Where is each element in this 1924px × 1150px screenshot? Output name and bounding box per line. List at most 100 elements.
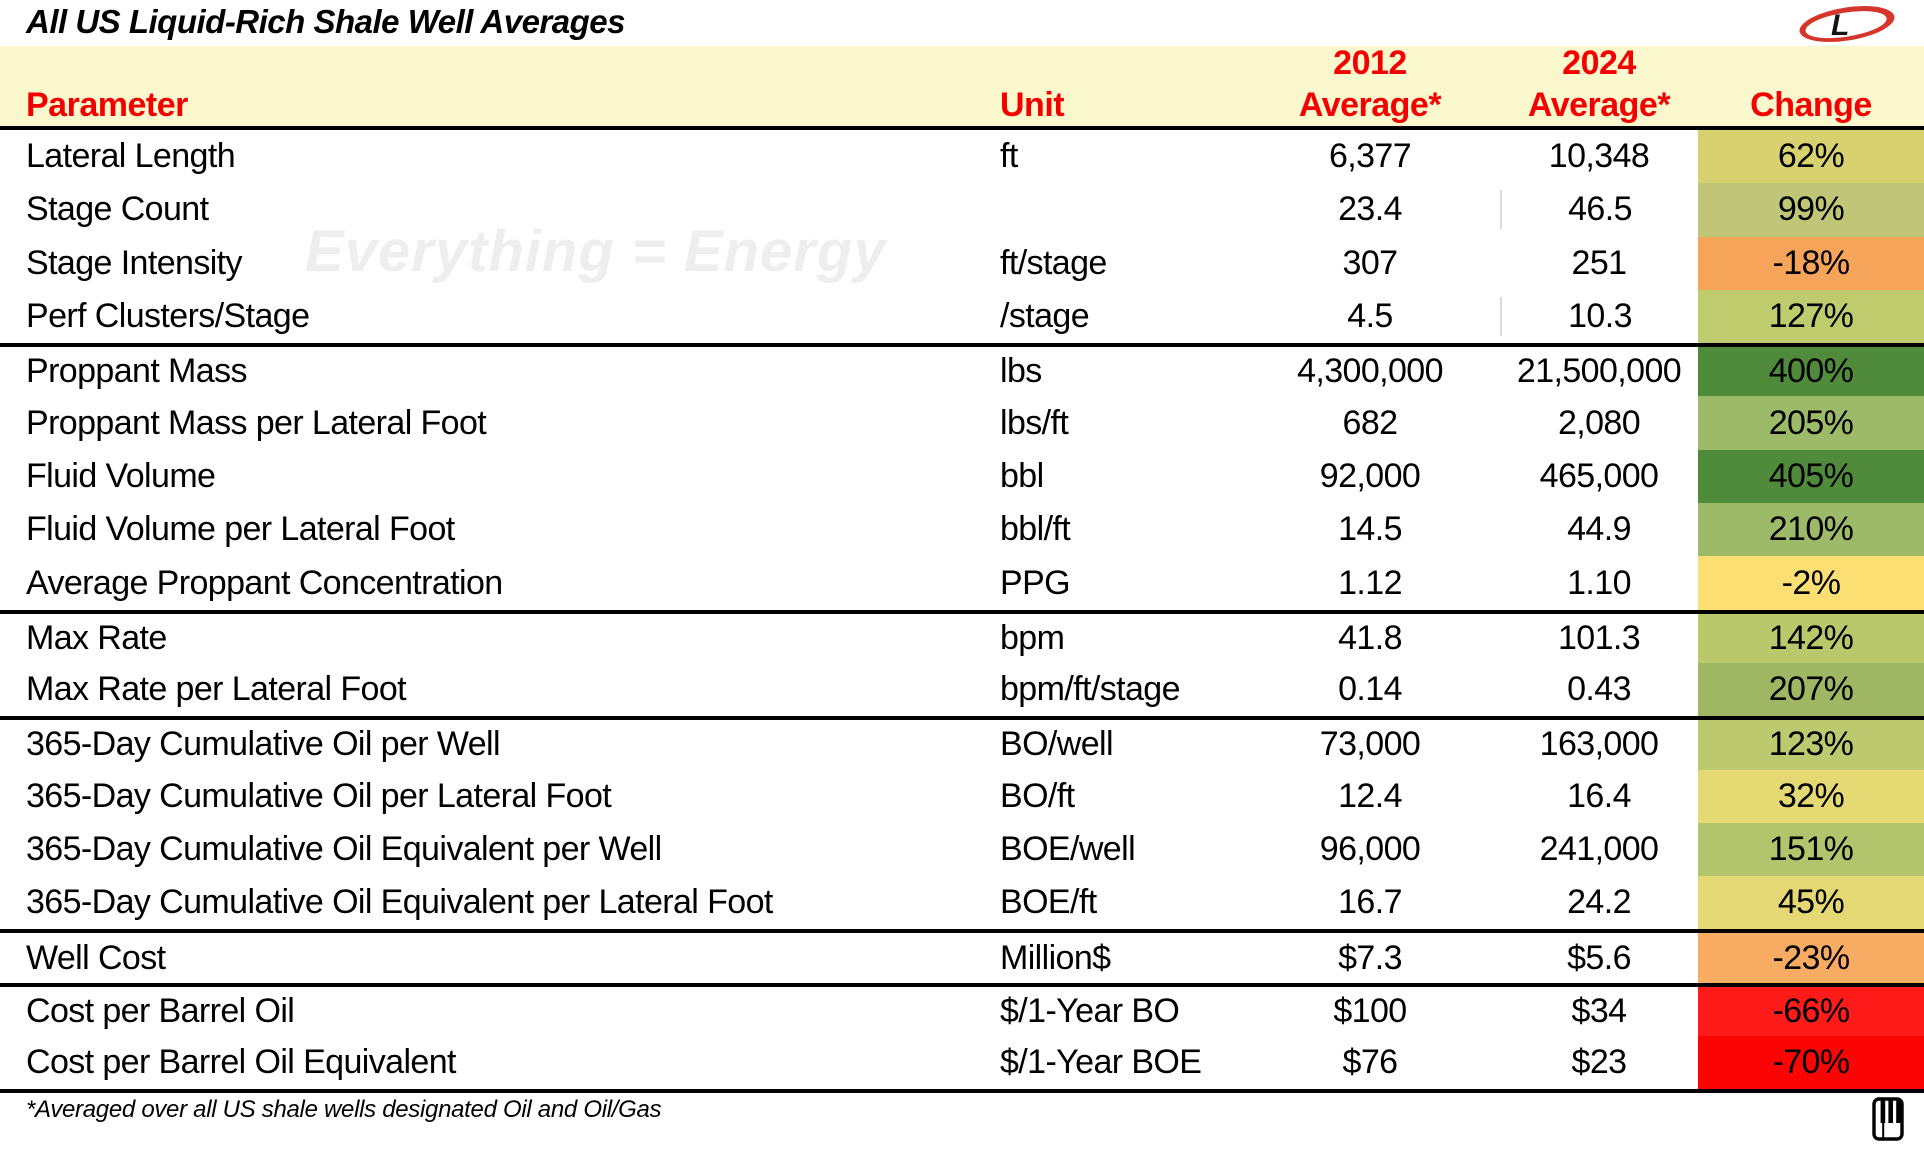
row-change-value: 205% — [1698, 396, 1924, 450]
row-2012-value: 0.14 — [1338, 670, 1402, 709]
row-change-value: -70% — [1698, 1036, 1924, 1090]
piano-icon — [1872, 1097, 1904, 1141]
table-row: Max Rate bpm 41.8 101.3 142% — [0, 609, 1924, 663]
row-2024-value: $34 — [1571, 991, 1628, 1030]
row-unit: PPG — [1000, 563, 1071, 602]
row-parameter: 365-Day Cumulative Oil Equivalent per We… — [26, 830, 662, 868]
row-2024-value: 241,000 — [1539, 830, 1659, 868]
row-unit: $/1-Year BOE — [1000, 1043, 1202, 1082]
row-change-value: 127% — [1698, 289, 1924, 344]
row-2012-value: 1.12 — [1338, 563, 1402, 602]
table-row: Max Rate per Lateral Foot bpm/ft/stage 0.1… — [0, 662, 1924, 717]
row-parameter: 365-Day Cumulative Oil per Lateral Foot — [26, 776, 612, 815]
row-change-value: 62% — [1698, 130, 1924, 184]
row-2024-value: 44.9 — [1567, 510, 1631, 549]
table-row: Cost per Barrel Oil Equivalent $/1-Year B… — [0, 1036, 1924, 1090]
row-2024-value: 101.3 — [1557, 618, 1641, 657]
row-parameter: Max Rate — [26, 618, 167, 657]
row-parameter: Fluid Volume per Lateral Foot — [26, 510, 455, 549]
row-2024-value: 24.2 — [1567, 883, 1631, 922]
row-change-value: -2% — [1698, 556, 1924, 610]
row-unit: lbs/ft — [1000, 403, 1069, 442]
table-row: Cost per Barrel Oil $/1-Year BO $100 $34 -66… — [0, 982, 1924, 1037]
row-change-value: 123% — [1698, 720, 1924, 770]
row-parameter: Perf Clusters/Stage — [26, 297, 310, 336]
column-header-2012-average: Average* — [1298, 86, 1442, 125]
row-unit: $/1-Year BO — [1000, 991, 1180, 1030]
row-parameter: Cost per Barrel Oil — [26, 991, 295, 1030]
row-2012-value: 682 — [1342, 403, 1399, 442]
column-header-parameter: Parameter — [26, 86, 188, 125]
row-2024-value: 0.43 — [1567, 670, 1631, 709]
table-row: Lateral Length ft 6,377 10,348 62% — [0, 130, 1924, 184]
table-row: Perf Clusters/Stage/stage 4.5 10.3 127% — [0, 289, 1924, 344]
row-2012-value: $76 — [1342, 1043, 1399, 1082]
row-unit: bbl — [1000, 456, 1044, 495]
row-unit: bpm/ft/stage — [1000, 670, 1181, 709]
row-2024-value: 21,500,000 — [1516, 352, 1682, 391]
row-change-value: 210% — [1698, 503, 1924, 557]
row-unit: ft/stage — [1000, 243, 1107, 282]
row-change-value: 45% — [1698, 876, 1924, 930]
row-unit: bbl/ft — [1000, 510, 1071, 549]
row-2024-value: 1.10 — [1567, 563, 1631, 602]
row-change-value: 99% — [1698, 183, 1924, 237]
page-title: All US Liquid-Rich Shale Well Averages — [26, 3, 625, 40]
row-unit: lbs — [1000, 352, 1042, 391]
row-change-value: 207% — [1698, 662, 1924, 717]
column-header-unit: Unit — [1000, 86, 1065, 125]
row-2012-value: 23.4 — [1338, 190, 1402, 229]
row-parameter: Lateral Length — [26, 137, 236, 176]
row-2012-value: 4.5 — [1347, 297, 1393, 336]
row-2024-value: 10.3 — [1500, 297, 1698, 337]
column-header-change: Change — [1750, 86, 1872, 125]
row-2012-value: 41.8 — [1338, 618, 1402, 657]
table-row: 365-Day Cumulative Oil Equivalent per We… — [0, 822, 1924, 877]
row-2012-value: 16.7 — [1338, 883, 1402, 922]
row-2024-value: 2,080 — [1557, 403, 1641, 442]
table-row: Proppant Mass per Lateral Foot lbs/ft 682 2… — [0, 396, 1924, 450]
logo-letter: L — [1831, 9, 1849, 42]
table-header: Parameter Unit 2012 Average* 2024 Averag… — [0, 46, 1924, 130]
row-2024-value: 251 — [1571, 243, 1628, 282]
row-unit: /stage — [1000, 297, 1090, 336]
row-unit: BOE/ft — [1000, 883, 1097, 922]
column-header-2012: 2012 — [1333, 44, 1407, 83]
row-unit: Million$ — [1000, 938, 1111, 977]
row-2024-value: 10,348 — [1548, 137, 1650, 176]
title-bar: All US Liquid-Rich Shale Well Averages L — [0, 0, 1924, 46]
row-change-value: 400% — [1698, 347, 1924, 397]
table-row: Proppant Mass lbs 4,300,000 21,500,000 400% — [0, 343, 1924, 397]
column-header-2024-average: Average* — [1527, 86, 1671, 125]
table-row: Fluid Volume per Lateral Foot bbl/ft 14.5 4… — [0, 503, 1924, 557]
row-unit: BOE/well — [1000, 830, 1136, 868]
table-body: Lateral Length ft 6,377 10,348 62% Stage Coun… — [0, 130, 1924, 1094]
row-2012-value: 92,000 — [1319, 456, 1421, 495]
row-parameter: Cost per Barrel Oil Equivalent — [26, 1043, 456, 1082]
row-2024-value: 163,000 — [1539, 725, 1659, 764]
row-2012-value: 73,000 — [1319, 725, 1421, 764]
row-change-value: 405% — [1698, 449, 1924, 504]
footnote: *Averaged over all US shale wells design… — [26, 1096, 662, 1123]
row-unit: BO/ft — [1000, 776, 1075, 815]
row-parameter: Proppant Mass — [26, 352, 247, 391]
row-2024-value: $5.6 — [1567, 938, 1631, 977]
row-2024-value: 16.4 — [1567, 776, 1631, 815]
row-parameter: Proppant Mass per Lateral Foot — [26, 403, 487, 442]
row-parameter: 365-Day Cumulative Oil per Well — [26, 725, 501, 764]
row-parameter: Stage Intensity — [26, 243, 243, 282]
row-2012-value: 96,000 — [1319, 830, 1421, 868]
row-change-value: 151% — [1698, 822, 1924, 877]
table-row: Stage Count 23.4 46.5 99% — [0, 183, 1924, 237]
table-row: 365-Day Cumulative Oil per Lateral Foot B… — [0, 769, 1924, 823]
row-parameter: Fluid Volume — [26, 456, 216, 495]
table-row: 365-Day Cumulative Oil Equivalent per La… — [0, 876, 1924, 930]
row-parameter: Average Proppant Concentration — [26, 563, 503, 602]
row-2012-value: 12.4 — [1338, 776, 1402, 815]
row-2012-value: 6,377 — [1328, 137, 1412, 176]
row-2024-value: 465,000 — [1539, 456, 1659, 495]
row-unit: bpm — [1000, 618, 1065, 657]
row-change-value: -23% — [1698, 933, 1924, 983]
column-header-2024: 2024 — [1562, 44, 1636, 83]
row-2012-value: $7.3 — [1338, 938, 1402, 977]
